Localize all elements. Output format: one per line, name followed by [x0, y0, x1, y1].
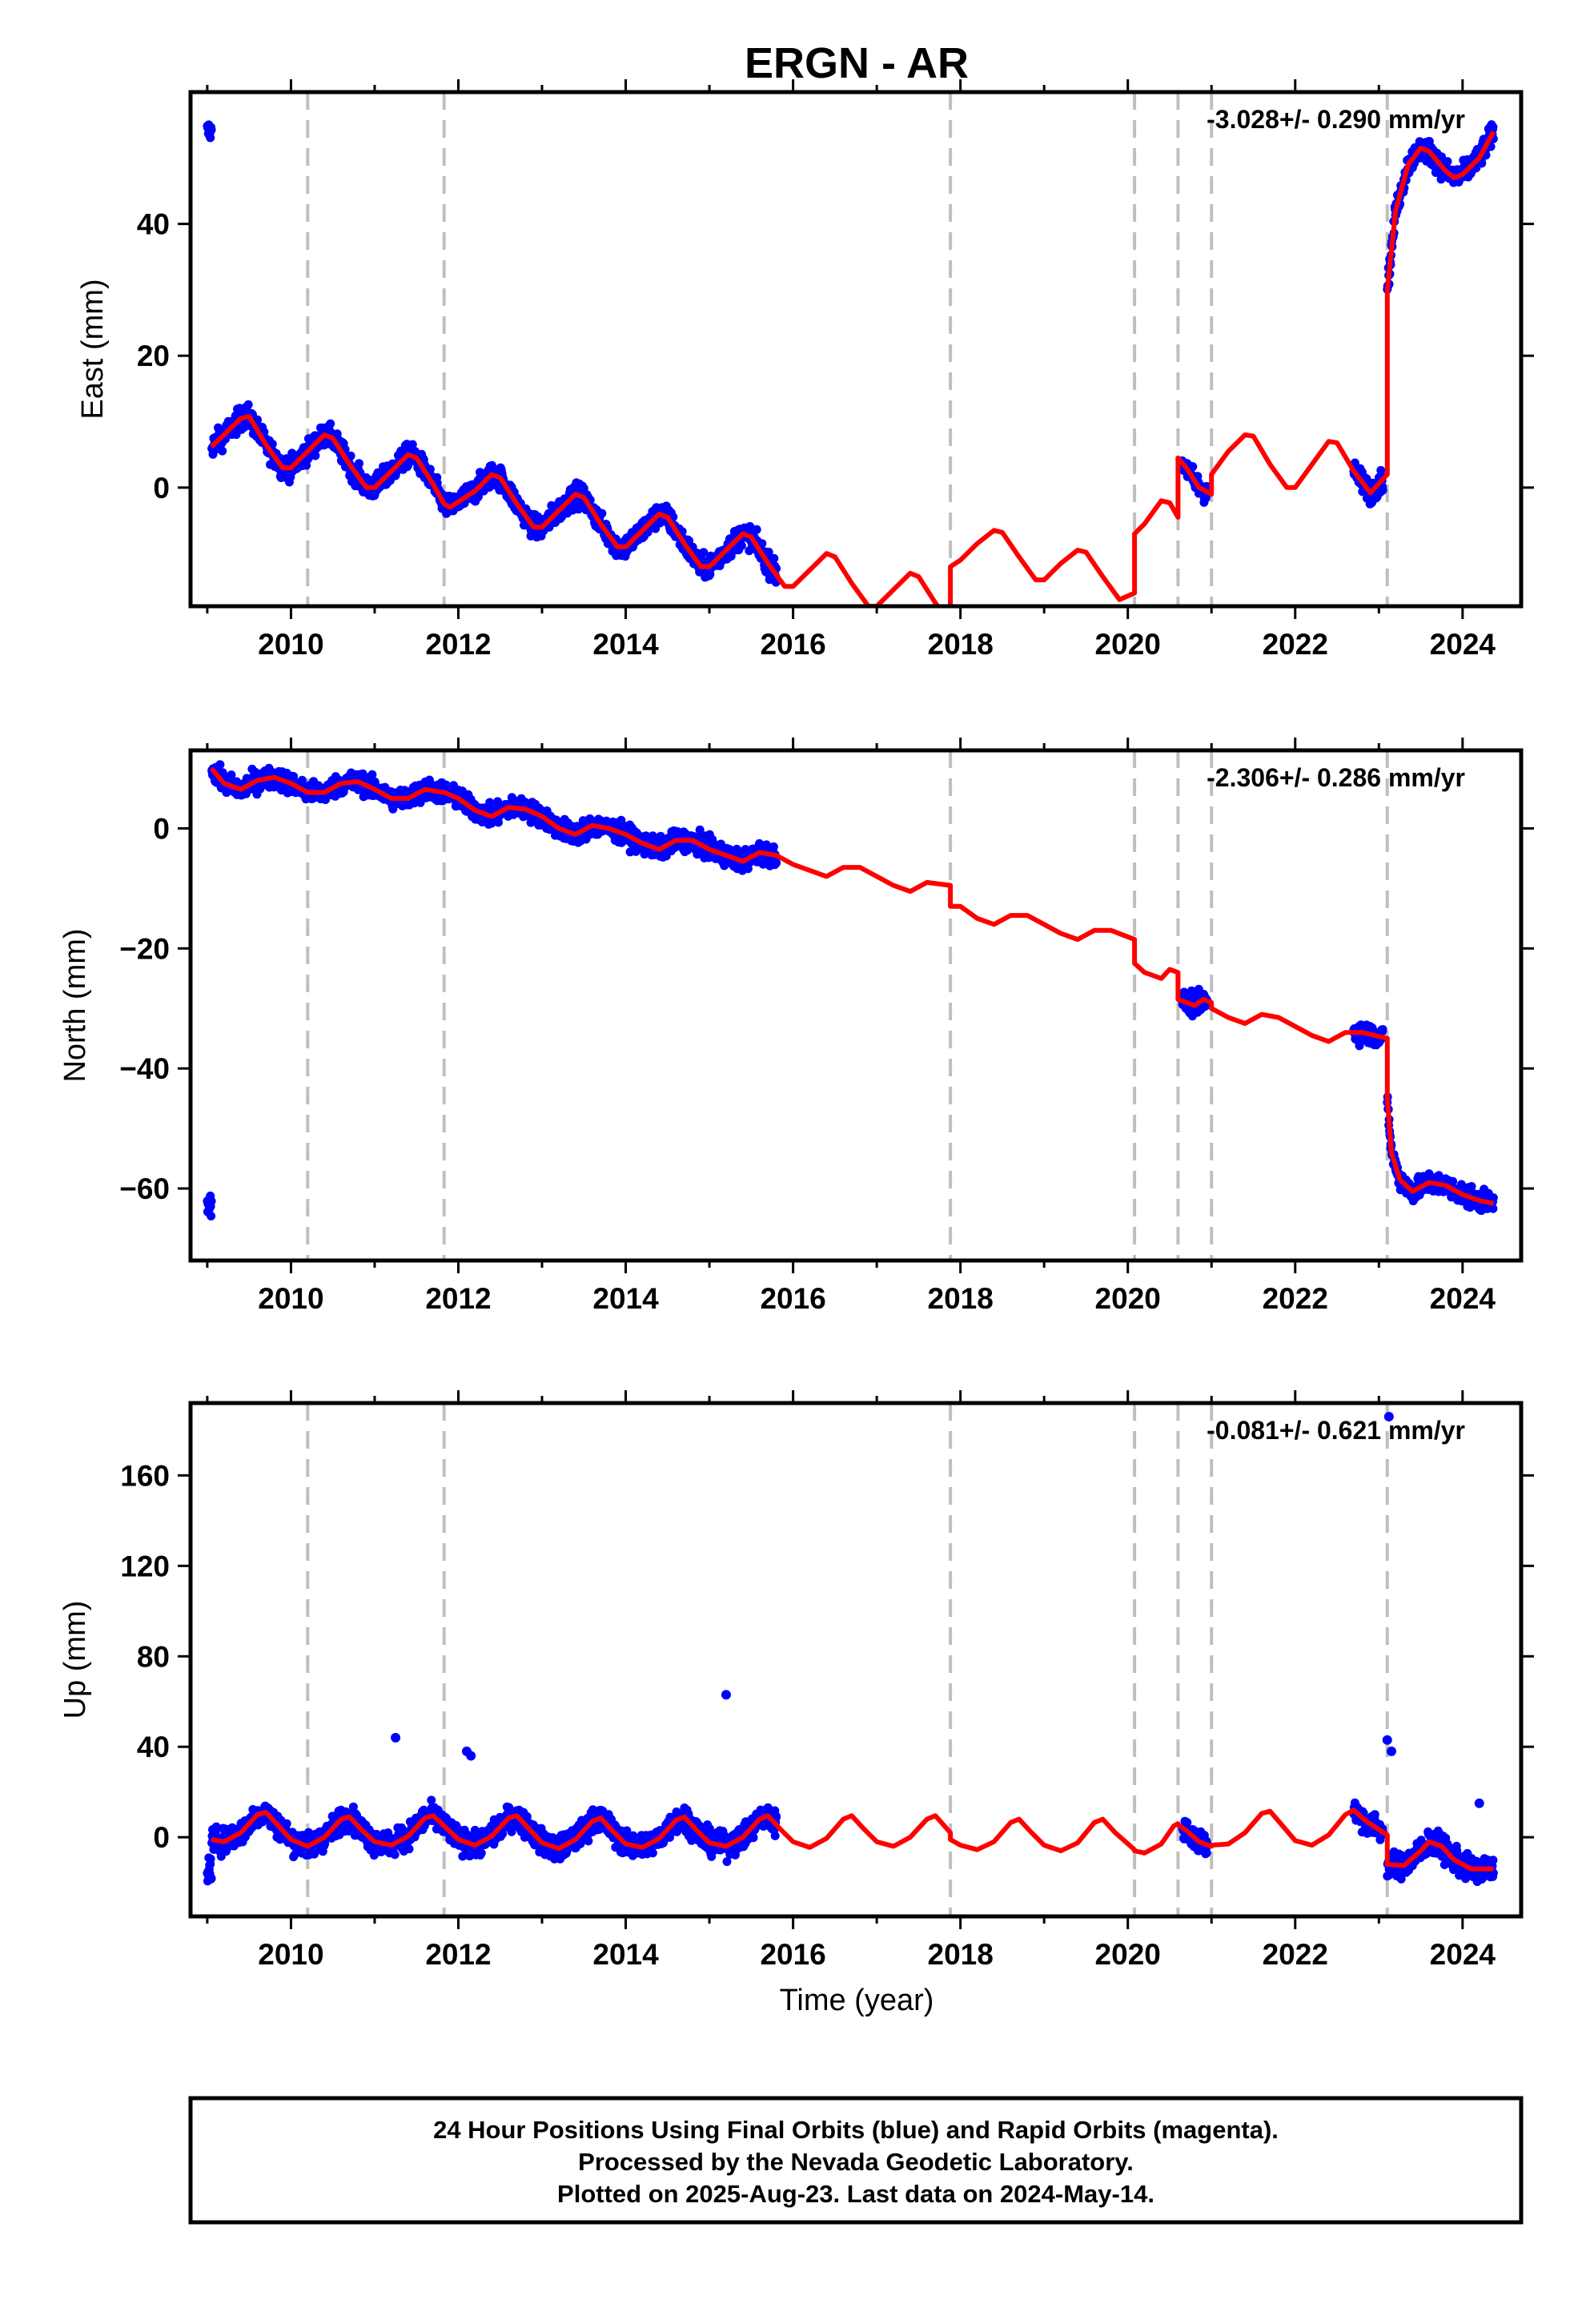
up-point: [476, 1848, 486, 1858]
up-point: [522, 1811, 532, 1821]
north-point: [1488, 1204, 1498, 1213]
east-point: [488, 460, 496, 470]
east-ytick-label: 20: [137, 340, 170, 372]
up-point: [211, 1822, 221, 1831]
up-panel: 2010 2012 2014 2016 2018 2020 2022 202404080120…: [58, 1390, 1534, 1971]
east-xtick-label: 2014: [592, 628, 659, 661]
east-ytick-label: 40: [137, 208, 170, 241]
north-point: [1448, 1176, 1458, 1186]
north-point: [1488, 1193, 1498, 1203]
north-point: [227, 770, 236, 780]
north-point: [215, 760, 225, 770]
east-point: [346, 451, 355, 460]
east-point: [267, 440, 277, 448]
east-point: [1443, 157, 1452, 167]
north-xtick-label: 2018: [928, 1282, 994, 1315]
north-xtick-label: 2014: [592, 1282, 659, 1315]
east-xtick-label: 2020: [1095, 628, 1161, 661]
east-point: [206, 133, 215, 143]
north-ytick-label: 0: [153, 812, 170, 845]
east-xtick-label: 2022: [1263, 628, 1328, 661]
east-xtick-label: 2010: [258, 628, 323, 661]
east-point: [699, 548, 709, 557]
east-point: [1188, 462, 1198, 472]
north-ytick-label: −60: [119, 1172, 170, 1205]
north-point: [769, 842, 778, 851]
up-plot-area: [203, 1403, 1498, 1916]
north-y-axis-label: North (mm): [58, 928, 92, 1082]
east-rate-label: -3.028+/- 0.290 mm/yr: [1207, 105, 1465, 134]
figure-title: ERGN - AR: [745, 39, 969, 87]
east-plot-area: [203, 92, 1498, 606]
north-point: [494, 818, 503, 827]
up-point: [207, 1874, 216, 1883]
east-xtick-label: 2012: [425, 628, 491, 661]
north-xtick-label: 2012: [425, 1282, 491, 1315]
north-point: [367, 770, 377, 779]
north-panel: 2010 2012 2014 2016 2018 2020 2022 2024 0 −20 −40 −…: [58, 738, 1534, 1315]
east-xtick-label: 2024: [1430, 628, 1496, 661]
east-point: [574, 505, 584, 514]
north-point: [1378, 1025, 1387, 1034]
east-frame: [188, 90, 1524, 609]
east-point: [757, 539, 767, 549]
east-data-points: [203, 120, 1498, 587]
up-point: [498, 1829, 508, 1839]
north-point: [1355, 1041, 1364, 1051]
east-panel: 2010 2012 2014 2016 2018 2020 2022 2024 0 20 40 Eas…: [76, 79, 1534, 661]
north-xtick-label: 2024: [1430, 1282, 1496, 1315]
east-ytick-label: 0: [153, 472, 170, 505]
north-xtick-label: 2022: [1263, 1282, 1328, 1315]
east-point: [1488, 123, 1498, 132]
north-point: [207, 1212, 216, 1220]
north-plot-area: [203, 750, 1498, 1261]
north-data-points: [203, 760, 1498, 1220]
east-point: [737, 541, 746, 550]
east-point: [207, 125, 216, 135]
north-point: [297, 775, 307, 785]
north-xtick-label: 2010: [258, 1282, 323, 1315]
east-point: [218, 446, 227, 456]
north-point: [772, 858, 781, 868]
north-point: [1424, 1169, 1434, 1179]
north-xtick-label: 2016: [760, 1282, 825, 1315]
north-model-curve: [209, 766, 1495, 1206]
east-point: [764, 547, 773, 557]
north-xtick-label: 2020: [1095, 1282, 1161, 1315]
east-point: [474, 492, 484, 501]
up-point: [427, 1795, 436, 1805]
east-point: [1378, 485, 1387, 495]
north-point: [207, 1196, 216, 1206]
east-point: [597, 509, 607, 518]
north-point: [683, 846, 693, 855]
north-ytick-label: −40: [119, 1052, 170, 1085]
east-y-axis-label: East (mm): [76, 279, 110, 419]
east-xtick-label: 2018: [928, 628, 994, 661]
east-point: [326, 419, 335, 428]
east-point: [752, 525, 761, 534]
east-point: [355, 459, 363, 468]
north-point: [1467, 1182, 1476, 1191]
up-point: [310, 1849, 319, 1859]
east-xtick-label: 2016: [760, 628, 825, 661]
east-model-curve: [210, 130, 1496, 606]
north-ytick-label: −20: [119, 932, 170, 965]
north-point: [695, 825, 705, 834]
north-rate-label: -2.306+/- 0.286 mm/yr: [1207, 763, 1465, 792]
up-point: [282, 1819, 291, 1828]
east-point: [769, 553, 779, 563]
up-point: [206, 1854, 215, 1864]
up-point: [390, 1850, 400, 1860]
north-frame: [188, 748, 1524, 1263]
up-point: [404, 1844, 414, 1854]
east-point: [243, 400, 253, 409]
east-point: [408, 440, 417, 449]
up-point: [348, 1802, 358, 1811]
north-point: [485, 798, 495, 807]
east-point: [311, 451, 320, 460]
